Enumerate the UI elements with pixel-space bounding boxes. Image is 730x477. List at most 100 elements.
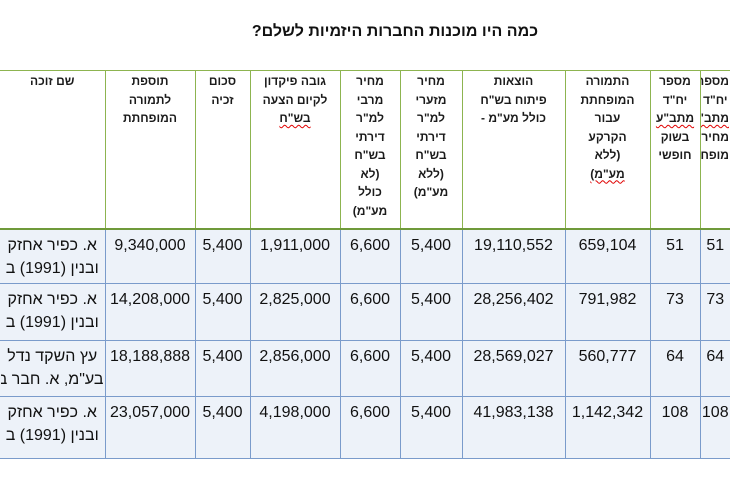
cell-max-price: 6,600 — [339, 340, 401, 397]
cell-min-price: 5,400 — [399, 396, 463, 459]
header-line: לתמורה — [128, 92, 172, 107]
header-units-free-market: מספר יח"ד מתב"ע בשוק חופשי — [649, 70, 701, 230]
header-line: בש"ח — [279, 111, 311, 125]
cell-reduced-payment: 1,142,342 — [564, 396, 651, 459]
header-line: הקרקע — [588, 129, 627, 144]
cell-max-price: 6,600 — [339, 283, 401, 341]
header-line: גובה פיקדון — [263, 74, 326, 88]
cell-deposit: 2,825,000 — [249, 283, 341, 341]
header-line: (ללא — [418, 166, 444, 181]
header-line: מחיר — [701, 129, 729, 144]
page-title: כמה היו מוכנות החברות היזמיות לשלם? — [251, 23, 539, 40]
header-line: המופחתת — [580, 92, 635, 107]
winner-name-line: ובנין (1991) ב — [5, 314, 99, 331]
results-table: מספר יח"ד מתב"ע מחיר מופחת מספר יח"ד מתב… — [0, 70, 730, 459]
cell-winner-name: א. כפיר אחזק ובנין (1991) ב — [0, 228, 106, 284]
header-line: מחיר — [417, 74, 445, 88]
cell-addition: 9,340,000 — [104, 228, 196, 284]
cell-units-reduced-price: 73 — [699, 283, 730, 341]
header-line: התמורה — [585, 74, 630, 88]
cell-units-reduced-price: 51 — [699, 228, 730, 284]
cell-win-amount: 5,400 — [194, 396, 251, 459]
header-winner-name: שם זוכה — [0, 70, 106, 230]
table-row: 51 51 659,104 19,110,552 5,400 6,600 1,9… — [0, 228, 730, 284]
header-line: סכום — [208, 74, 237, 88]
cell-development-costs: 28,256,402 — [461, 283, 566, 341]
header-line: מחיר — [356, 74, 384, 88]
header-line: מע"מ) — [352, 203, 388, 218]
cell-addition: 18,188,888 — [104, 340, 196, 397]
header-line: דירתי — [416, 129, 446, 144]
header-line: מתב"ע — [655, 111, 695, 125]
header-line: (ללא — [594, 148, 621, 162]
header-line: מספר — [659, 74, 691, 88]
cell-development-costs: 19,110,552 — [461, 228, 566, 284]
cell-reduced-payment: 560,777 — [564, 340, 651, 397]
header-row: מספר יח"ד מתב"ע מחיר מופחת מספר יח"ד מתב… — [0, 70, 730, 230]
header-line: תוספת — [131, 74, 169, 88]
header-line: זכיה — [211, 92, 234, 107]
header-line: הוצאות — [493, 74, 534, 88]
cell-reduced-payment: 659,104 — [564, 228, 651, 284]
cell-win-amount: 5,400 — [194, 340, 251, 397]
header-line: למ"ר — [356, 111, 384, 125]
header-line: עבור — [594, 111, 621, 125]
cell-addition: 23,057,000 — [104, 396, 196, 459]
winner-name-line: עץ השקד נדל — [7, 348, 98, 365]
header-line: יח"ד — [703, 92, 728, 107]
cell-min-price: 5,400 — [399, 283, 463, 341]
header-deposit: גובה פיקדון לקיום הצעה בש"ח — [249, 70, 341, 230]
cell-winner-name: א. כפיר אחזק ובנין (1991) ב — [0, 283, 106, 341]
cell-win-amount: 5,400 — [194, 283, 251, 341]
winner-name-line: ובנין (1991) ב — [5, 427, 99, 444]
table-row: 64 64 560,777 28,569,027 5,400 6,600 2,8… — [0, 340, 730, 397]
cell-min-price: 5,400 — [399, 228, 463, 284]
cell-deposit: 2,856,000 — [249, 340, 341, 397]
winner-name-line: א. כפיר אחזק — [7, 291, 97, 308]
header-line: בש"ח — [354, 148, 386, 162]
header-min-price: מחיר מזערי למ"ר דירתי בש"ח (ללא מע"מ) — [399, 70, 463, 230]
header-line: כולל מע"מ - — [481, 111, 546, 125]
header-line: חופשי — [658, 148, 692, 162]
winner-name-line: א. כפיר אחזק — [7, 404, 97, 421]
header-win-amount: סכום זכיה — [194, 70, 251, 230]
cell-deposit: 1,911,000 — [249, 228, 341, 284]
cell-development-costs: 28,569,027 — [461, 340, 566, 397]
table-row: 108 108 1,142,342 41,983,138 5,400 6,600… — [0, 396, 730, 459]
cell-units-free-market: 51 — [649, 228, 701, 284]
cell-development-costs: 41,983,138 — [461, 396, 566, 459]
header-line: (לא — [360, 166, 380, 181]
cell-deposit: 4,198,000 — [249, 396, 341, 459]
cell-reduced-payment: 791,982 — [564, 283, 651, 341]
cell-units-free-market: 64 — [649, 340, 701, 397]
header-reduced-payment: התמורה המופחתת עבור הקרקע (ללא מע"מ) — [564, 70, 651, 230]
header-addition: תוספת לתמורה המופחתת — [104, 70, 196, 230]
header-line: מזערי — [415, 92, 447, 107]
header-line: מע"מ) — [413, 185, 449, 199]
header-line: יח"ד — [662, 92, 688, 107]
header-line: שם זוכה — [30, 74, 75, 88]
header-line: מע"מ) — [590, 166, 625, 181]
cell-max-price: 6,600 — [339, 396, 401, 459]
cell-addition: 14,208,000 — [104, 283, 196, 341]
header-line: מופחת — [700, 148, 729, 162]
cell-units-reduced-price: 64 — [699, 340, 730, 397]
cell-max-price: 6,600 — [339, 228, 401, 284]
cell-units-free-market: 108 — [649, 396, 701, 459]
cell-winner-name: עץ השקד נדל בע"מ, א. חבר ב — [0, 340, 106, 397]
header-line: פיתוח בש"ח — [480, 92, 547, 107]
cell-units-reduced-price: 108 — [699, 396, 730, 459]
cell-winner-name: א. כפיר אחזק ובנין (1991) ב — [0, 396, 106, 459]
header-line: המופחתת — [123, 111, 177, 125]
header-line: מספר — [700, 74, 729, 88]
header-line: למ"ר — [417, 111, 445, 125]
winner-name-line: בע"מ, א. חבר ב — [1, 371, 104, 388]
header-line: בש"ח — [415, 148, 447, 162]
header-units-reduced-price: מספר יח"ד מתב"ע מחיר מופחת — [699, 70, 730, 230]
header-max-price: מחיר מרבי למ"ר דירתי בש"ח (לא כולל מע"מ) — [339, 70, 401, 230]
header-line: בשוק — [660, 129, 690, 144]
header-line: כולל — [358, 185, 382, 199]
header-development-costs: הוצאות פיתוח בש"ח כולל מע"מ - — [461, 70, 566, 230]
cell-units-free-market: 73 — [649, 283, 701, 341]
cell-win-amount: 5,400 — [194, 228, 251, 284]
